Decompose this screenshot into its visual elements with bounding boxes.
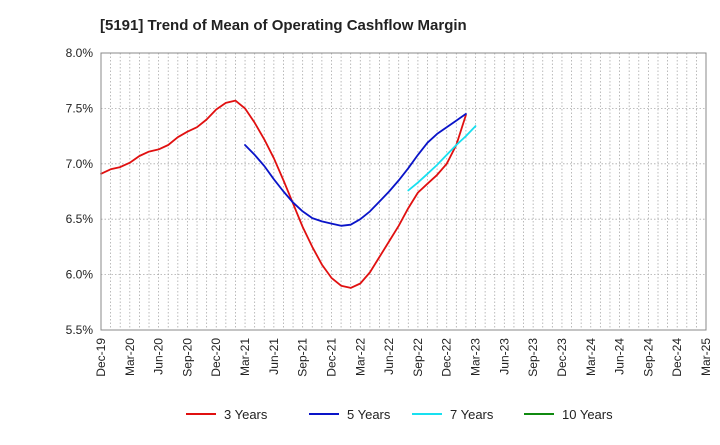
x-tick-label: Dec-20 (209, 338, 223, 377)
x-tick-label: Sep-22 (411, 338, 425, 377)
x-tick-label: Jun-22 (382, 338, 396, 375)
legend: 3 Years 5 Years 7 Years 10 Years (186, 407, 613, 422)
y-tick-label: 6.0% (66, 268, 94, 282)
x-tick-label: Mar-20 (123, 338, 137, 376)
y-axis: 5.5% 6.0% 6.5% 7.0% 7.5% 8.0% (66, 46, 94, 337)
x-tick-label: Jun-24 (613, 338, 627, 375)
y-tick-label: 5.5% (66, 323, 94, 337)
x-tick-label: Mar-25 (699, 338, 713, 376)
x-tick-label: Sep-21 (296, 338, 310, 377)
x-tick-label: Dec-23 (555, 338, 569, 377)
y-tick-label: 8.0% (66, 46, 94, 60)
x-tick-label: Sep-24 (641, 338, 655, 377)
x-tick-label: Sep-23 (526, 338, 540, 377)
legend-label: 7 Years (450, 407, 494, 422)
series-line-3 (407, 125, 477, 192)
y-tick-label: 6.5% (66, 212, 94, 226)
x-tick-label: Jun-20 (152, 338, 166, 375)
x-tick-label: Mar-22 (353, 338, 367, 376)
grid (101, 52, 706, 331)
x-tick-label: Mar-21 (238, 338, 252, 376)
y-tick-label: 7.0% (66, 157, 94, 171)
x-tick-label: Jun-21 (267, 338, 281, 375)
series-line-1 (100, 99, 467, 289)
x-tick-label: Sep-20 (180, 338, 194, 377)
legend-label: 3 Years (224, 407, 268, 422)
x-tick-label: Dec-22 (440, 338, 454, 377)
legend-label: 10 Years (562, 407, 613, 422)
series-line-2 (244, 113, 467, 227)
legend-label: 5 Years (347, 407, 391, 422)
x-tick-label: Dec-24 (670, 338, 684, 377)
plot-frame (100, 52, 707, 331)
chart-title: [5191] Trend of Mean of Operating Cashfl… (100, 17, 467, 34)
series-lines (100, 99, 477, 289)
x-tick-label: Mar-24 (584, 338, 598, 376)
x-tick-label: Dec-21 (324, 338, 338, 377)
x-tick-label: Dec-19 (94, 338, 108, 377)
x-axis: Dec-19 Mar-20 Jun-20 Sep-20 Dec-20 Mar-21 Jun-… (94, 338, 713, 377)
x-tick-label: Jun-23 (497, 338, 511, 375)
x-tick-label: Mar-23 (469, 338, 483, 376)
y-tick-label: 7.5% (66, 101, 94, 115)
